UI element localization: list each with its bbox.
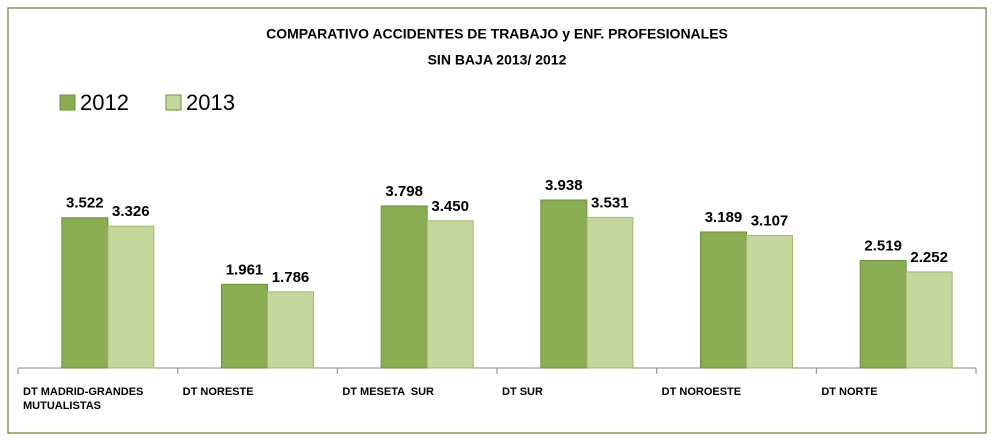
bar (859, 260, 907, 369)
x-tick-label: DT MESETA SUR (342, 386, 434, 398)
legend-label: 2013 (186, 90, 235, 115)
bar (700, 231, 747, 369)
legend-swatch (59, 94, 76, 111)
data-label: 3.798 (385, 183, 423, 200)
data-label: 1.961 (226, 261, 264, 278)
x-tick-label: DT MADRID-GRANDES MUTUALISTAS (23, 386, 147, 412)
bar (426, 220, 474, 369)
bar (267, 291, 314, 369)
bar (746, 234, 793, 369)
bar (905, 271, 953, 369)
bar (586, 216, 634, 369)
data-label: 2.252 (910, 249, 948, 266)
data-label: 3.531 (591, 194, 629, 211)
x-tick-label: DT NORESTE (182, 386, 254, 398)
data-label: 1.786 (272, 269, 310, 286)
x-tick-label: DT NORTE (821, 386, 878, 398)
data-label: 3.522 (66, 195, 104, 212)
bar (540, 199, 588, 369)
bar (221, 283, 268, 369)
data-label: 2.519 (864, 238, 902, 255)
bar (380, 205, 428, 369)
data-label: 3.189 (705, 209, 743, 226)
bar (107, 225, 155, 369)
legend-swatch (165, 94, 182, 111)
data-label: 3.326 (112, 203, 150, 220)
chart-title: COMPARATIVO ACCIDENTES DE TRABAJO y ENF.… (266, 26, 728, 42)
data-label: 3.450 (431, 198, 469, 215)
data-label: 3.107 (751, 212, 789, 229)
bar (61, 217, 109, 369)
legend-label: 2012 (80, 90, 129, 115)
data-label: 3.938 (545, 177, 583, 194)
chart-subtitle: SIN BAJA 2013/ 2012 (428, 52, 567, 68)
x-tick-label: DT NOROESTE (661, 386, 742, 398)
chart-border (7, 7, 987, 434)
x-tick-label: DT SUR (502, 386, 543, 398)
